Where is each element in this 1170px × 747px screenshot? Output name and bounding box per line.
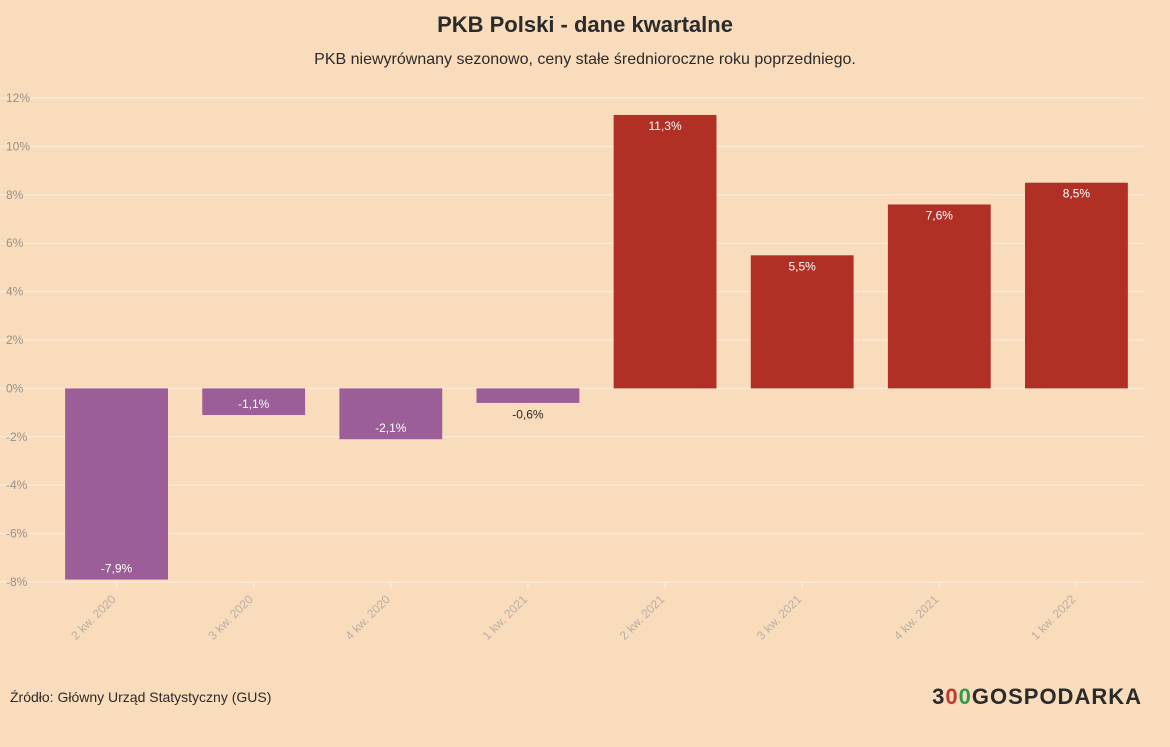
logo-digit: 3 — [932, 684, 946, 709]
bar — [613, 114, 717, 389]
y-tick-label: 6% — [6, 236, 24, 250]
y-tick-label: -4% — [6, 478, 28, 492]
source-note: Źródło: Główny Urząd Statystyczny (GUS) — [10, 689, 272, 705]
y-tick-label: 12% — [6, 91, 30, 105]
x-tick-label: 4 kw. 2020 — [342, 592, 393, 643]
bar — [476, 388, 580, 403]
logo-text: GOSPODARKA — [971, 684, 1142, 709]
x-tick-label: 2 kw. 2021 — [617, 592, 668, 643]
y-tick-label: -8% — [6, 575, 28, 589]
data-label: -1,1% — [238, 397, 270, 411]
bar — [202, 388, 306, 416]
data-label: -0,6% — [512, 407, 544, 421]
x-tick-label: 2 kw. 2020 — [68, 592, 119, 643]
x-tick-label: 3 kw. 2021 — [754, 592, 805, 643]
bar — [1025, 182, 1128, 389]
x-tick-label: 1 kw. 2022 — [1028, 592, 1079, 643]
y-tick-label: 10% — [6, 139, 30, 153]
data-label: 7,6% — [926, 208, 954, 222]
logo-zero-red: 0 — [945, 684, 959, 709]
y-tick-label: 2% — [6, 333, 24, 347]
y-tick-label: 8% — [6, 188, 24, 202]
bar — [65, 388, 168, 580]
bar — [887, 204, 991, 389]
y-tick-label: -2% — [6, 430, 28, 444]
y-tick-label: 0% — [6, 381, 24, 395]
data-label: -2,1% — [375, 421, 407, 435]
data-label: -7,9% — [101, 562, 133, 576]
data-label: 8,5% — [1063, 187, 1091, 201]
data-label: 5,5% — [789, 259, 817, 273]
x-tick-label: 4 kw. 2021 — [891, 592, 942, 643]
x-tick-label: 3 kw. 2020 — [205, 592, 256, 643]
x-tick-label: 1 kw. 2021 — [480, 592, 531, 643]
chart-title: PKB Polski - dane kwartalne — [437, 12, 733, 37]
chart-subtitle: PKB niewyrównany sezonowo, ceny stałe śr… — [314, 51, 856, 68]
bar — [750, 255, 854, 389]
logo-zero-green: 0 — [958, 684, 972, 709]
bar-chart: -8% -6% -4% -2% 0% 2% 4% 6% 8% 10% 12% -7,9% 2 kw. 2… — [0, 91, 1145, 643]
data-label: 11,3% — [648, 119, 681, 133]
brand-logo[interactable]: 300GOSPODARKA — [932, 684, 1142, 710]
bar — [339, 388, 443, 440]
y-tick-label: 4% — [6, 285, 24, 299]
y-tick-label: -6% — [6, 527, 28, 541]
